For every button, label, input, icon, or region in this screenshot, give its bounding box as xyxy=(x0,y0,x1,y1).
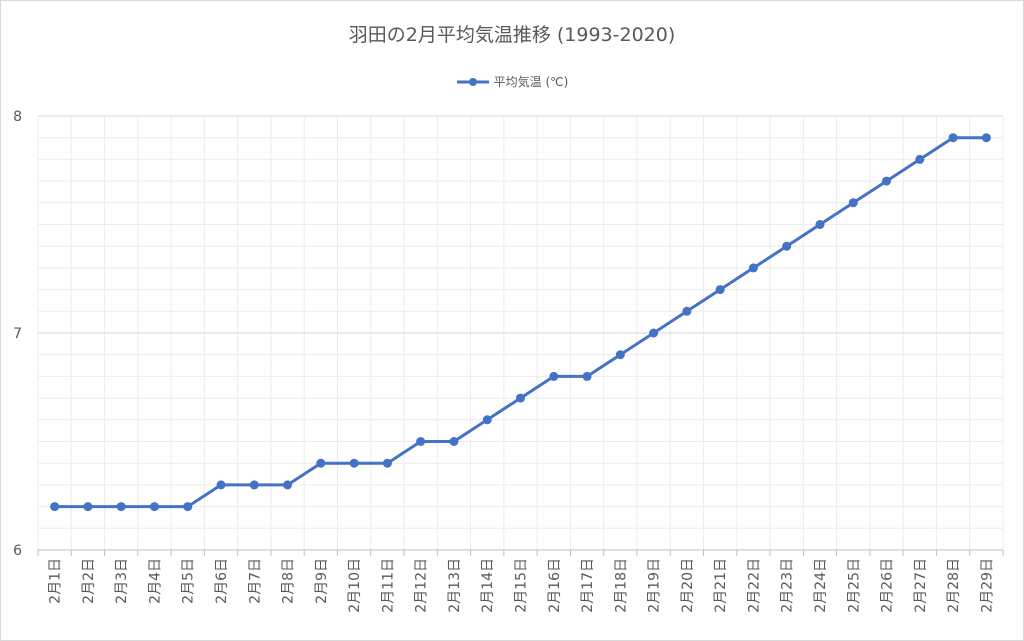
x-tick-label: 2月25日 xyxy=(846,558,862,613)
data-point xyxy=(815,220,825,229)
y-tick-label: 8 xyxy=(13,109,22,125)
x-tick-label: 2月6日 xyxy=(214,558,230,604)
data-point xyxy=(948,133,958,143)
data-point xyxy=(283,480,293,490)
data-point xyxy=(782,241,792,251)
data-point xyxy=(216,480,226,490)
x-tick-label: 2月1日 xyxy=(48,558,64,604)
data-point xyxy=(50,502,60,512)
x-tick-label: 2月15日 xyxy=(514,558,530,613)
data-point xyxy=(715,285,725,295)
data-point xyxy=(149,502,159,512)
x-tick-label: 2月26日 xyxy=(880,558,896,613)
data-point xyxy=(482,415,492,425)
data-point xyxy=(183,502,193,512)
data-point xyxy=(249,480,259,490)
x-tick-label: 2月23日 xyxy=(780,558,796,613)
data-point xyxy=(748,263,758,273)
chart-title: 羽田の2月平均気温推移 (1993-2020) xyxy=(348,24,676,46)
data-point xyxy=(449,437,459,446)
data-point xyxy=(382,458,392,468)
x-tick-label: 2月27日 xyxy=(913,558,929,613)
y-tick-label: 6 xyxy=(13,543,22,559)
x-tick-label: 2月16日 xyxy=(547,558,563,613)
x-tick-label: 2月2日 xyxy=(81,558,97,604)
data-point xyxy=(349,458,359,468)
x-tick-label: 2月17日 xyxy=(580,558,596,613)
data-point xyxy=(516,393,525,403)
x-tick-label: 2月13日 xyxy=(447,558,463,613)
x-tick-label: 2月10日 xyxy=(347,558,363,613)
x-tick-label: 2月8日 xyxy=(281,558,297,604)
data-point xyxy=(915,154,925,164)
data-point xyxy=(416,437,426,446)
data-point xyxy=(981,133,991,143)
x-tick-label: 2月14日 xyxy=(480,558,496,613)
x-tick-label: 2月12日 xyxy=(414,558,430,613)
data-point xyxy=(682,306,692,316)
data-point xyxy=(83,502,93,512)
legend-marker xyxy=(456,77,489,86)
x-tick-label: 2月3日 xyxy=(114,558,130,604)
x-tick-label: 2月7日 xyxy=(247,558,263,604)
data-point xyxy=(582,371,592,381)
data-point xyxy=(848,198,858,208)
data-point xyxy=(549,371,559,381)
data-point xyxy=(316,458,326,468)
y-tick-label: 7 xyxy=(13,326,22,342)
x-tick-label: 2月19日 xyxy=(647,558,663,613)
x-tick-label: 2月5日 xyxy=(181,558,197,604)
x-tick-label: 2月22日 xyxy=(746,558,762,613)
series-line xyxy=(54,136,987,509)
x-tick-label: 2月20日 xyxy=(680,558,696,613)
x-tick-label: 2月4日 xyxy=(147,558,163,604)
data-point xyxy=(649,328,659,338)
x-tick-label: 2月18日 xyxy=(613,558,629,613)
x-tick-label: 2月24日 xyxy=(813,558,829,613)
data-point xyxy=(116,502,126,512)
x-tick-label: 2月21日 xyxy=(713,558,729,613)
legend: 平均気温 (℃) xyxy=(0,73,1024,90)
x-tick-label: 2月9日 xyxy=(314,558,330,604)
data-point xyxy=(882,176,892,186)
legend-label: 平均気温 (℃) xyxy=(493,75,569,89)
data-point xyxy=(615,350,625,360)
x-tick-label: 2月29日 xyxy=(979,558,995,613)
x-tick-label: 2月28日 xyxy=(946,558,962,613)
x-tick-label: 2月11日 xyxy=(380,558,396,613)
